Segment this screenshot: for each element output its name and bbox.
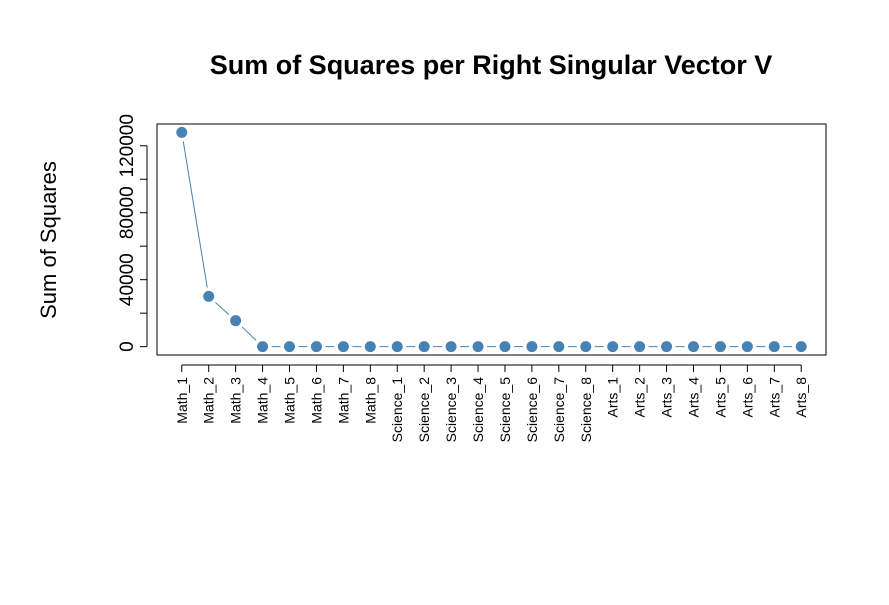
data-point — [230, 315, 242, 327]
x-tick-label: Science_6 — [524, 377, 540, 443]
data-point — [795, 341, 807, 353]
data-point — [607, 341, 619, 353]
x-tick-label: Science_1 — [389, 377, 405, 443]
data-point — [176, 126, 188, 138]
chart-title: Sum of Squares per Right Singular Vector… — [210, 50, 773, 80]
plot-frame — [156, 123, 827, 356]
line-segment — [215, 302, 230, 316]
x-tick-label: Science_8 — [578, 377, 594, 443]
data-point — [499, 341, 511, 353]
data-point — [391, 341, 403, 353]
data-point — [768, 341, 780, 353]
data-point — [553, 341, 565, 353]
line-segment — [241, 326, 257, 341]
y-tick-label: 40000 — [117, 253, 138, 306]
data-point — [257, 341, 269, 353]
x-tick-label: Math_7 — [335, 377, 351, 424]
data-point — [445, 341, 457, 353]
data-point — [714, 341, 726, 353]
data-point — [203, 290, 215, 302]
x-tick-label: Math_8 — [362, 377, 378, 424]
x-tick-label: Science_7 — [551, 377, 567, 443]
x-tick-label: Math_4 — [255, 377, 271, 424]
x-tick-label: Arts_8 — [793, 377, 809, 418]
x-tick-label: Science_3 — [443, 377, 459, 443]
data-point — [661, 341, 673, 353]
data-point — [472, 341, 484, 353]
x-tick-label: Arts_5 — [712, 377, 728, 418]
x-tick-label: Math_6 — [308, 377, 324, 424]
y-tick-label: 80000 — [117, 186, 138, 239]
x-tick-label: Math_2 — [201, 377, 217, 424]
y-axis-label: Sum of Squares — [36, 161, 61, 319]
data-point — [741, 341, 753, 353]
data-point — [310, 341, 322, 353]
x-tick-label: Arts_3 — [659, 377, 675, 418]
data-point — [526, 341, 538, 353]
x-tick-label: Math_3 — [228, 377, 244, 424]
x-tick-label: Arts_7 — [766, 377, 782, 418]
x-tick-label: Science_2 — [416, 377, 432, 443]
x-tick-label: Math_5 — [282, 377, 298, 424]
y-tick-label: 0 — [117, 341, 138, 352]
data-point — [418, 341, 430, 353]
x-tick-label: Arts_1 — [605, 377, 621, 418]
data-point — [634, 341, 646, 353]
data-point — [687, 341, 699, 353]
data-point — [364, 341, 376, 353]
data-point — [284, 341, 296, 353]
x-tick-label: Arts_2 — [632, 377, 648, 418]
x-tick-label: Math_1 — [174, 377, 190, 424]
line-segment — [182, 141, 208, 288]
x-tick-label: Science_5 — [497, 377, 513, 443]
x-tick-label: Arts_6 — [739, 377, 755, 418]
data-point — [580, 341, 592, 353]
x-tick-label: Arts_4 — [685, 377, 701, 418]
x-tick-label: Science_4 — [470, 377, 486, 443]
y-tick-label: 120000 — [117, 114, 138, 177]
data-point — [337, 341, 349, 353]
